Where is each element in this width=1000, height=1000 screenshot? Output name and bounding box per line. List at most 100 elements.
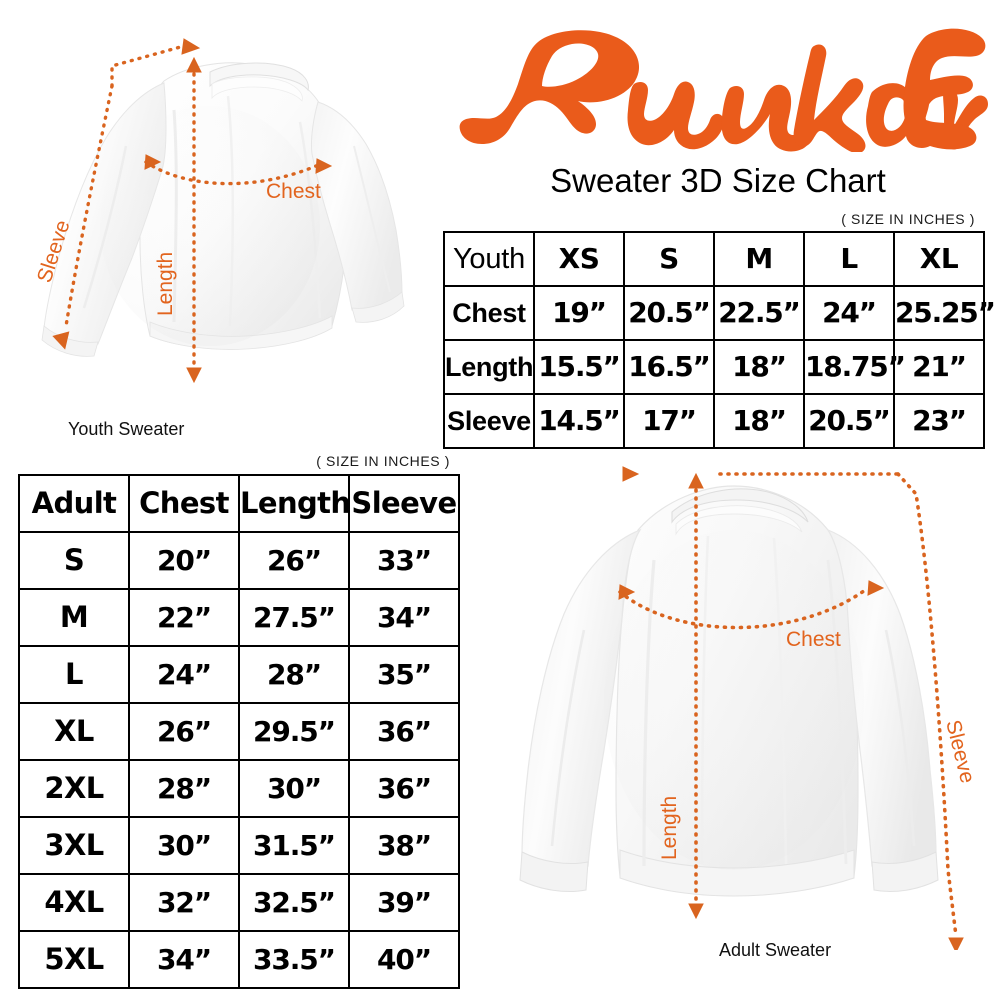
youth-chest-xs: 19” (533, 285, 625, 341)
youth-length-m: 18” (713, 339, 805, 395)
adult-length-3xl: 31.5” (238, 816, 350, 875)
adult-col-length: Length (238, 474, 351, 533)
adult-measure-annotations (618, 466, 964, 950)
youth-sleeve-s: 17” (623, 393, 715, 449)
adult-size-5xl: 5XL (18, 930, 130, 989)
length-bottom-arrowhead (688, 903, 704, 920)
adult-size-s: S (18, 531, 130, 590)
table-row: 3XL 30” 31.5” 38” (18, 816, 460, 875)
adult-col-size: Adult (18, 474, 130, 533)
adult-size-table: Adult Chest Length Sleeve S 20” 26” 33” … (18, 474, 460, 989)
table-row: M 22” 27.5” 34” (18, 588, 460, 647)
adult-length-label: Length (658, 796, 681, 860)
adult-chest-xl: 26” (128, 702, 240, 761)
youth-col-l: L (803, 231, 895, 287)
table-row: Length 15.5” 16.5” 18” 18.75” 21” (443, 339, 985, 395)
adult-sleeve-label: Sleeve (941, 718, 979, 786)
youth-table-header-row: Youth XS S M L XL (443, 231, 985, 287)
sleeve-bottom-arrowhead (52, 331, 70, 350)
adult-chest-s: 20” (128, 531, 240, 590)
table-row: S 20” 26” 33” (18, 531, 460, 590)
youth-chest-l: 24” (803, 285, 895, 341)
youth-chest-s: 20.5” (623, 285, 715, 341)
adult-size-4xl: 4XL (18, 873, 130, 932)
youth-col-xs: XS (533, 231, 625, 287)
adult-chest-m: 22” (128, 588, 240, 647)
adult-chest-2xl: 28” (128, 759, 240, 818)
chest-left-arrowhead (144, 154, 162, 170)
adult-length-2xl: 30” (238, 759, 350, 818)
sleeve-top-arrowhead (622, 466, 640, 482)
adult-col-sleeve: Sleeve (348, 474, 460, 533)
adult-sleeve-xl: 36” (348, 702, 460, 761)
adult-length-s: 26” (238, 531, 350, 590)
table-row: L 24” 28” 35” (18, 645, 460, 704)
adult-sleeve-3xl: 38” (348, 816, 460, 875)
table-row: 5XL 34” 33.5” 40” (18, 930, 460, 989)
adult-chest-5xl: 34” (128, 930, 240, 989)
table-row: Sleeve 14.5” 17” 18” 20.5” 23” (443, 393, 985, 449)
adult-length-l: 28” (238, 645, 350, 704)
adult-size-3xl: 3XL (18, 816, 130, 875)
adult-length-xl: 29.5” (238, 702, 350, 761)
sleeve-bottom-arrowhead (948, 937, 964, 950)
adult-garment-shape (519, 485, 939, 897)
youth-sleeve-m: 18” (713, 393, 805, 449)
length-top-arrowhead (688, 472, 704, 489)
youth-row-label-length: Length (443, 339, 535, 395)
adult-length-5xl: 33.5” (238, 930, 350, 989)
table-row: 2XL 28” 30” 36” (18, 759, 460, 818)
table-row: XL 26” 29.5” 36” (18, 702, 460, 761)
adult-sleeve-5xl: 40” (348, 930, 460, 989)
youth-col-s: S (623, 231, 715, 287)
youth-size-table: Youth XS S M L XL Chest 19” 20.5” 22.5” … (443, 231, 996, 449)
adult-length-4xl: 32.5” (238, 873, 350, 932)
youth-row-label-chest: Chest (443, 285, 535, 341)
youth-col-m: M (713, 231, 805, 287)
youth-sleeve-l: 20.5” (803, 393, 895, 449)
adult-col-chest: Chest (128, 474, 240, 533)
youth-sweater-illustration: Chest Length Sleeve (14, 26, 442, 416)
adult-sleeve-s: 33” (348, 531, 460, 590)
youth-chest-label: Chest (266, 180, 321, 203)
chart-subtitle: Sweater 3D Size Chart (550, 162, 886, 199)
youth-length-l: 18.75” (803, 339, 906, 395)
adult-chest-3xl: 30” (128, 816, 240, 875)
chest-right-arrowhead (867, 580, 885, 596)
youth-length-label: Length (154, 252, 177, 316)
youth-length-xl: 21” (893, 339, 985, 395)
youth-corner-label: Youth (443, 231, 535, 287)
chest-right-arrowhead (315, 158, 333, 174)
adult-size-m: M (18, 588, 130, 647)
adult-sleeve-m: 34” (348, 588, 460, 647)
youth-sleeve-xs: 14.5” (533, 393, 625, 449)
youth-row-label-sleeve: Sleeve (443, 393, 535, 449)
youth-chest-m: 22.5” (713, 285, 805, 341)
youth-sleeve-xl: 23” (893, 393, 985, 449)
chest-left-arrowhead (618, 584, 636, 600)
adult-size-unit-note: ( SIZE IN INCHES ) (316, 453, 450, 469)
adult-sleeve-4xl: 39” (348, 873, 460, 932)
youth-size-unit-note: ( SIZE IN INCHES ) (841, 211, 975, 227)
sleeve-top-arrowhead (181, 38, 201, 55)
youth-col-xl: XL (893, 231, 985, 287)
youth-chest-xl: 25.25” (893, 285, 996, 341)
dunkare-logo (448, 22, 988, 152)
adult-sleeve-2xl: 36” (348, 759, 460, 818)
table-row: Chest 19” 20.5” 22.5” 24” 25.25” (443, 285, 996, 341)
adult-size-l: L (18, 645, 130, 704)
adult-sweater-caption: Adult Sweater (719, 940, 832, 960)
adult-table-header-row: Adult Chest Length Sleeve (18, 474, 460, 533)
adult-chest-label: Chest (786, 628, 841, 651)
adult-length-m: 27.5” (238, 588, 350, 647)
adult-chest-4xl: 32” (128, 873, 240, 932)
length-top-arrowhead (186, 56, 202, 73)
adult-sleeve-l: 35” (348, 645, 460, 704)
table-row: 4XL 32” 32.5” 39” (18, 873, 460, 932)
youth-length-xs: 15.5” (533, 339, 625, 395)
youth-garment-shape (41, 62, 405, 357)
adult-sweater-illustration: Chest Length Sleeve (468, 450, 992, 950)
youth-measure-annotations (52, 38, 333, 384)
adult-size-2xl: 2XL (18, 759, 130, 818)
youth-length-s: 16.5” (623, 339, 715, 395)
